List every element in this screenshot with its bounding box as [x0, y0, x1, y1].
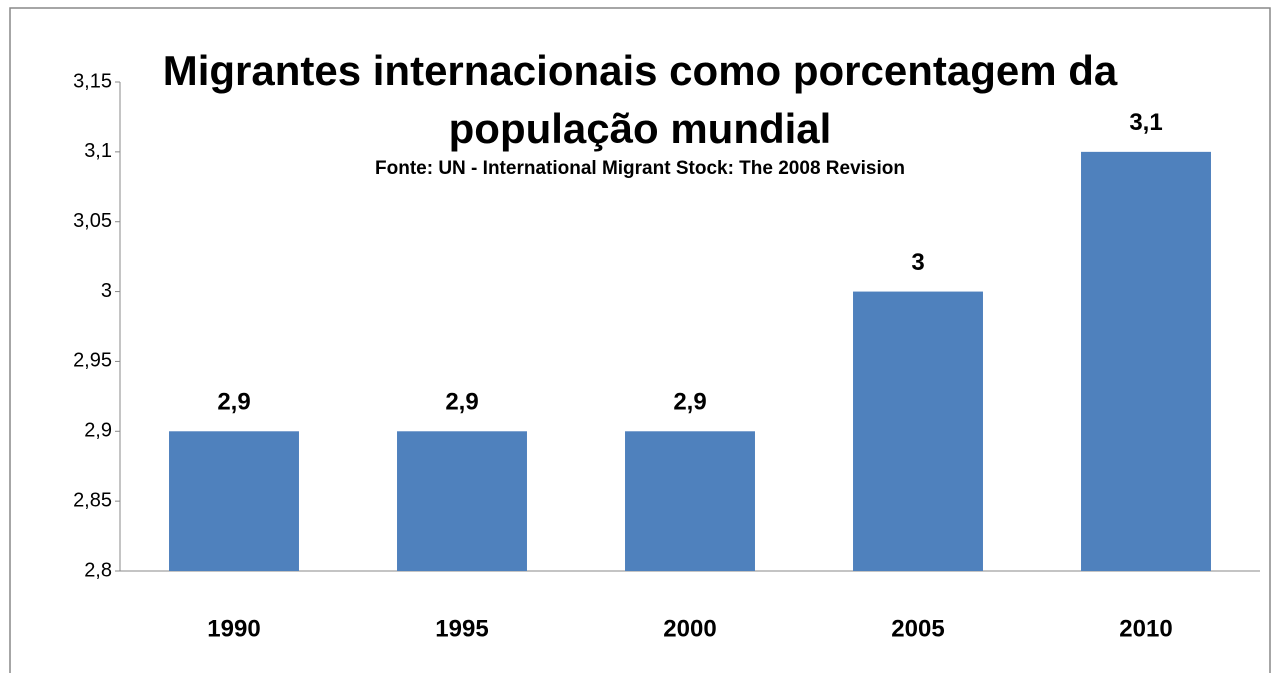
x-tick-label: 2000 [663, 615, 716, 642]
y-tick-label: 3 [101, 280, 112, 302]
data-label: 2,9 [217, 389, 250, 416]
bar [1081, 151, 1211, 571]
bar [625, 431, 755, 571]
x-tick-label: 1990 [207, 615, 260, 642]
x-tick-label: 2010 [1119, 615, 1172, 642]
chart-border [9, 7, 1271, 673]
y-tick-label: 2,95 [73, 350, 112, 372]
x-tick-label: 1995 [435, 615, 488, 642]
data-label: 3 [911, 249, 924, 276]
y-tick-label: 3,1 [84, 140, 112, 162]
chart-subtitle: Fonte: UN - International Migrant Stock:… [375, 158, 905, 179]
y-tick-label: 3,15 [73, 70, 112, 92]
bar [397, 431, 527, 571]
y-tick-label: 2,8 [84, 559, 112, 581]
data-label: 3,1 [1129, 109, 1162, 136]
bar [853, 291, 983, 571]
data-label: 2,9 [445, 389, 478, 416]
bar [169, 431, 299, 571]
y-tick-label: 3,05 [73, 210, 112, 232]
x-tick-label: 2005 [891, 615, 944, 642]
chart-title: Migrantes internacionais como porcentage… [162, 47, 1118, 152]
y-tick-label: 2,9 [84, 420, 112, 442]
data-label: 2,9 [673, 389, 706, 416]
y-tick-label: 2,85 [73, 489, 112, 511]
